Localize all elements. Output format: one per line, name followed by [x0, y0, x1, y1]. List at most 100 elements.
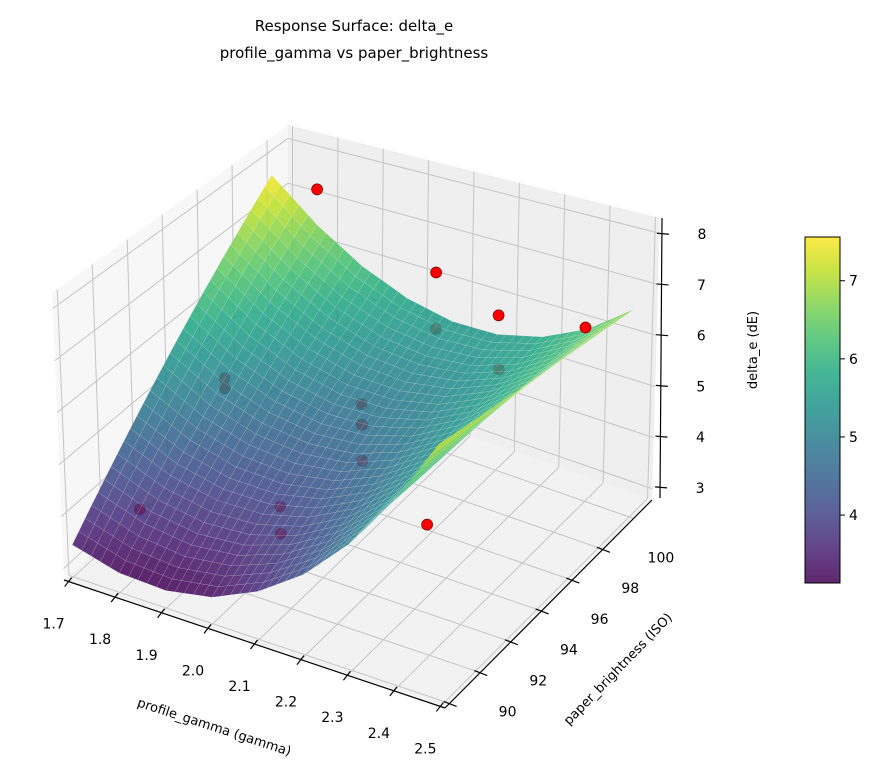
x-tick	[250, 639, 258, 650]
left-pane	[52, 125, 288, 580]
scatter-point	[311, 183, 323, 196]
surface-patch	[494, 394, 511, 409]
grid-line-x	[647, 216, 656, 499]
x-tick-label: 1.7	[42, 617, 64, 633]
surface-patch	[618, 308, 635, 319]
grid-line-x	[393, 482, 604, 692]
surface-patch	[468, 413, 485, 428]
x-tick	[110, 592, 119, 603]
colorbar-tick-label: 7	[849, 274, 858, 290]
surface-patch	[520, 377, 537, 390]
x-tick	[64, 577, 73, 587]
surface-patch	[488, 399, 505, 414]
colorbar: 4 5 6 7	[804, 236, 858, 584]
grid-line-x	[254, 435, 471, 645]
grid-line-z	[287, 137, 660, 234]
axis-lines	[63, 217, 669, 712]
grid-line-y	[68, 574, 450, 704]
y-tick	[535, 608, 549, 615]
grid-line-x	[602, 205, 611, 483]
grid-line-z	[52, 138, 289, 310]
surface-patch	[481, 403, 498, 419]
scatter-point	[579, 321, 592, 334]
surface-patch	[442, 430, 459, 447]
x-tick	[203, 624, 212, 634]
surface-patch	[462, 417, 479, 433]
z-tick	[655, 435, 668, 438]
z-axis-label: delta_e (dE)	[746, 311, 761, 389]
y-tick	[474, 670, 488, 677]
y-tick	[443, 700, 457, 707]
scatter-point	[430, 266, 442, 279]
z-tick-label: 8	[697, 227, 706, 243]
y-tick-label: 100	[648, 550, 675, 566]
x-tick	[435, 702, 444, 712]
grid-line-x	[558, 194, 566, 468]
scatter-points-front	[311, 183, 592, 531]
tick-labels: 1.7 1.8 1.9 2.0 2.1 2.2 2.3 2.4 2.5 90 92 94 96 98 100…	[42, 227, 706, 757]
x-tick-label: 1.8	[89, 632, 111, 648]
surface-patch	[533, 368, 550, 381]
y-tick-label: 94	[560, 643, 578, 659]
z-tick-label: 4	[696, 430, 705, 446]
x-tick-label: 2.4	[368, 726, 390, 742]
z-tick	[656, 334, 669, 337]
x-axis-label: profile_gamma (gamma)	[135, 696, 293, 760]
x-tick-label: 1.9	[135, 648, 157, 664]
surface-patch	[449, 426, 466, 443]
x-tick	[157, 608, 166, 619]
surface-patch	[429, 439, 446, 457]
x-tick	[296, 655, 305, 665]
z-axis-line	[659, 217, 663, 499]
surface-patch	[514, 381, 531, 395]
y-tick-label: 98	[621, 581, 639, 597]
x-tick-label: 2.3	[321, 710, 343, 726]
y-tick-label: 96	[591, 612, 609, 628]
grid-line-x	[347, 466, 560, 676]
y-tick	[566, 577, 580, 584]
z-tick	[655, 384, 668, 387]
y-tick	[504, 639, 519, 646]
x-tick-label: 2.1	[228, 679, 250, 695]
colorbar-tick-label: 5	[849, 430, 858, 446]
grid-line-x	[300, 451, 515, 660]
y-tick-label: 90	[499, 704, 517, 720]
surface-patch	[540, 363, 557, 376]
y-tick-label: 92	[529, 674, 547, 690]
surface-patch	[455, 422, 472, 438]
z-tick	[656, 283, 669, 286]
y-axis-label: paper_brightness (ISO)	[561, 611, 676, 729]
x-tick	[389, 686, 398, 697]
z-tick	[656, 232, 669, 235]
chart-title-line-1: Response Surface: delta_e	[255, 17, 454, 36]
colorbar-tick-label: 6	[849, 352, 858, 368]
x-tick-label: 2.2	[275, 695, 297, 711]
grid-line-x	[513, 182, 520, 452]
z-tick-label: 6	[697, 329, 706, 345]
y-tick	[596, 546, 611, 553]
z-tick-label: 5	[696, 379, 705, 395]
colorbar-tick-label: 4	[849, 508, 858, 524]
y-axis-line	[444, 499, 653, 709]
z-tick-label: 3	[696, 481, 705, 497]
scatter-point	[492, 309, 505, 322]
back-pane	[288, 125, 660, 500]
chart-title-line-2: profile_gamma vs paper_brightness	[220, 44, 489, 63]
x-tick-label: 2.0	[182, 663, 204, 679]
grid-line-z	[287, 227, 657, 336]
colorbar-gradient	[804, 236, 841, 584]
grid-line-y	[56, 289, 70, 576]
grid-line-z	[287, 182, 659, 285]
x-tick-label: 2.5	[414, 741, 436, 757]
surface-mesh	[71, 174, 635, 598]
surface-patch	[501, 390, 518, 405]
grid-line-x	[439, 498, 648, 707]
grid-line-z	[54, 182, 289, 361]
scatter-point	[421, 518, 433, 531]
surface-patch	[566, 345, 583, 357]
z-tick	[655, 486, 668, 489]
surface-patch	[475, 408, 492, 424]
x-tick	[342, 670, 351, 681]
z-tick-label: 7	[697, 278, 706, 294]
